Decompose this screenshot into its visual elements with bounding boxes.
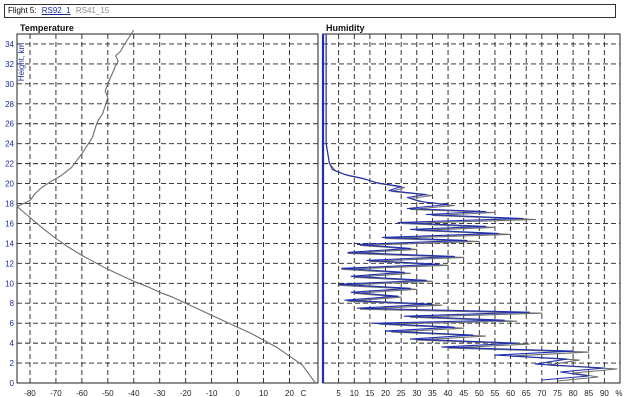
y-tick-label: 14 — [5, 239, 14, 248]
flight-label: Flight 5: — [8, 6, 37, 15]
x-tick-label: -20 — [180, 389, 192, 397]
x-tick-label: 80 — [569, 389, 578, 397]
panel-title: Temperature — [20, 23, 74, 33]
temperature-panel: -80 -70 -60 -50 -40 -30 -20 -10 0 10 20 CTemperatur… — [5, 23, 319, 397]
y-tick-label: 6 — [10, 319, 15, 328]
x-tick-label: 40 — [444, 389, 453, 397]
y-tick-label: 4 — [10, 339, 15, 348]
x-tick-label: 70 — [537, 389, 546, 397]
x-tick-label: -40 — [128, 389, 140, 397]
x-tick-label: -80 — [24, 389, 36, 397]
x-tick-label: -70 — [50, 389, 62, 397]
y-tick-label: 20 — [5, 180, 14, 189]
y-tick-label: 10 — [5, 279, 14, 288]
y-tick-label: 2 — [10, 359, 15, 368]
y-tick-label: 34 — [5, 40, 14, 49]
plot-area — [322, 33, 621, 384]
x-tick-label: -30 — [154, 389, 166, 397]
y-tick-label: 24 — [5, 140, 14, 149]
x-tick-label: 25 — [397, 389, 406, 397]
y-tick-label: 0 — [10, 379, 15, 388]
x-tick-label: 10 — [259, 389, 268, 397]
x-tick-label: 10 — [350, 389, 359, 397]
y-tick-label: 8 — [10, 299, 15, 308]
x-tick-label: 0 — [235, 389, 240, 397]
y-tick-label: 16 — [5, 219, 14, 228]
x-tick-label: 90 — [600, 389, 609, 397]
x-tick-label: 45 — [459, 389, 468, 397]
x-tick-label: 50 — [475, 389, 484, 397]
x-tick-label: -10 — [206, 389, 218, 397]
x-tick-label: 35 — [428, 389, 437, 397]
x-tick-label: 30 — [412, 389, 421, 397]
y-tick-label: 32 — [5, 60, 14, 69]
x-tick-label: 5 — [336, 389, 341, 397]
x-tick-label: 15 — [365, 389, 374, 397]
y-axis-title: Height, km — [17, 43, 26, 82]
y-tick-label: 28 — [5, 100, 14, 109]
x-tick-label: 20 — [285, 389, 294, 397]
x-tick-label: 55 — [490, 389, 499, 397]
x-tick-label: 85 — [584, 389, 593, 397]
plot-area — [16, 33, 319, 384]
flight-tab-bar: Flight 5: RS92_1 RS41_15 — [4, 4, 616, 18]
panel-title: Humidity — [326, 23, 365, 33]
x-tick-label: 60 — [506, 389, 515, 397]
series-line-1 — [16, 29, 316, 384]
y-tick-label: 12 — [5, 259, 14, 268]
x-tick-label: -50 — [102, 389, 114, 397]
y-tick-label: 30 — [5, 80, 14, 89]
y-tick-label: 26 — [5, 120, 14, 129]
x-tick-label: -60 — [76, 389, 88, 397]
series-line-2 — [325, 34, 605, 381]
humidity-panel: 5 10 15 20 25 30 35 40 45 50 55 60 65 70 75 80 85 90 % Humi… — [321, 23, 622, 397]
tab-rs41[interactable]: RS41_15 — [75, 6, 110, 15]
x-tick-label: 65 — [522, 389, 531, 397]
tab-rs92[interactable]: RS92_1 — [41, 6, 71, 15]
y-tick-label: 18 — [5, 200, 14, 209]
x-unit-label: % — [615, 389, 622, 397]
x-unit-label: C — [300, 389, 306, 397]
x-tick-label: 20 — [381, 389, 390, 397]
y-tick-label: 22 — [5, 160, 14, 169]
x-tick-label: 75 — [553, 389, 562, 397]
